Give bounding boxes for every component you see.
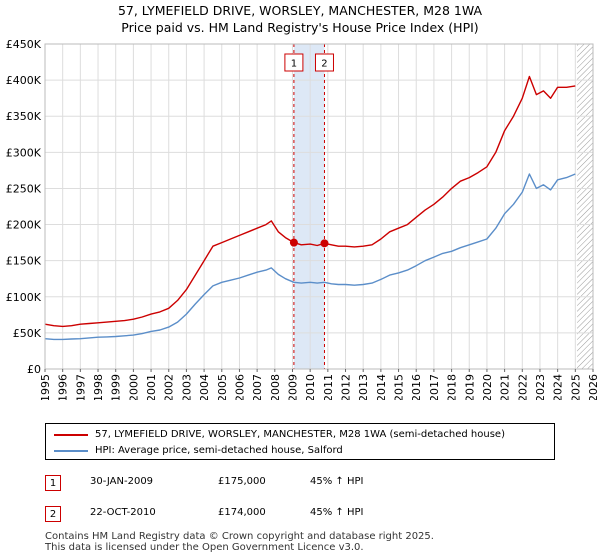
legend-label-property: 57, LYMEFIELD DRIVE, WORSLEY, MANCHESTER… [95,429,505,440]
chart-title-line2: Price paid vs. HM Land Registry's House … [121,20,479,35]
x-tick-label-2010: 2010 [304,374,317,400]
footer-line-1: Contains HM Land Registry data © Crown c… [45,531,434,542]
x-tick-label-2015: 2015 [393,374,406,400]
x-tick-label-1996: 1996 [57,374,70,400]
y-tick-label-6: £300K [6,146,42,159]
y-tick-label-0: £0 [27,363,41,376]
sale-date-1: 30-JAN-2009 [90,476,154,487]
y-tick-label-7: £350K [6,110,42,123]
price-chart: 1 2 £0 £50K £100K £150K £200K £250K £300K £350K £4… [6,38,600,400]
x-tick-label-2000: 2000 [127,374,140,400]
legend-swatch-property [54,434,88,436]
footer-line-2: This data is licensed under the Open Gov… [45,542,364,553]
sale-date-2: 22-OCT-2010 [90,507,156,518]
x-tick-label-1997: 1997 [74,374,87,400]
sale-point-2 [320,239,329,248]
x-tick-label-2019: 2019 [463,374,476,400]
sale-point-1 [289,238,298,247]
x-tick-label-2013: 2013 [357,374,370,400]
sale-label-text-1: 1 [291,59,297,70]
sale-marker-box-1: 1 [45,475,61,491]
plot-frame [44,43,594,370]
x-tick-label-2007: 2007 [251,374,264,400]
y-tick-label-1: £50K [13,327,42,340]
sale-marker-box-2: 2 [45,506,61,522]
x-tick-label-1999: 1999 [110,374,123,400]
x-tick-label-2014: 2014 [375,374,388,400]
x-tick-label-1995: 1995 [39,374,52,400]
series-line-hpi [44,173,576,341]
x-tick-label-2025: 2025 [569,374,582,400]
x-tick-label-2016: 2016 [410,374,423,400]
sale-hpi-1: 45% ↑ HPI [310,476,364,487]
x-tick-label-2021: 2021 [499,374,512,400]
x-tick-label-2023: 2023 [534,374,547,400]
x-tick-label-2018: 2018 [446,374,459,400]
chart-legend: 57, LYMEFIELD DRIVE, WORSLEY, MANCHESTER… [45,423,555,460]
x-tick-label-2012: 2012 [340,374,353,400]
series-line-property [44,75,576,328]
chart-title-line1: 57, LYMEFIELD DRIVE, WORSLEY, MANCHESTER… [117,3,483,18]
x-tick-label-2004: 2004 [198,374,211,400]
y-tick-label-8: £400K [6,74,42,87]
sale-label-box-2 [314,53,334,72]
sale-label-text-2: 2 [321,59,327,70]
x-tick-label-2006: 2006 [233,374,246,400]
future-hatch [577,44,593,369]
y-tick-label-5: £250K [6,182,42,195]
x-tick-label-2011: 2011 [322,374,335,400]
y-tick-label-9: £450K [6,38,42,51]
y-tick-label-4: £200K [6,219,42,232]
x-tick-label-2009: 2009 [286,374,299,400]
footer-attribution: Contains HM Land Registry data © Crown c… [45,531,434,553]
x-tick-label-2003: 2003 [180,374,193,400]
x-tick-label-2026: 2026 [587,374,600,400]
sale-hpi-2: 45% ↑ HPI [310,507,364,518]
x-tick-label-1998: 1998 [92,374,105,400]
sale-label-box-1 [284,53,304,72]
x-tick-label-2001: 2001 [145,374,158,400]
x-tick-label-2020: 2020 [481,374,494,400]
x-tick-label-2005: 2005 [216,374,229,400]
y-tick-label-2: £100K [6,291,42,304]
x-tick-label-2022: 2022 [516,374,529,400]
legend-swatch-hpi [54,450,88,452]
sale-price-1: £175,000 [218,476,266,487]
x-tick-label-2017: 2017 [428,374,441,400]
y-tick-label-3: £150K [6,255,42,268]
sale-period-shade [293,44,325,369]
legend-label-hpi: HPI: Average price, semi-detached house,… [95,445,343,456]
x-tick-label-2008: 2008 [269,374,282,400]
x-tick-label-2024: 2024 [552,374,565,400]
sale-price-2: £174,000 [218,507,266,518]
x-tick-label-2002: 2002 [163,374,176,400]
